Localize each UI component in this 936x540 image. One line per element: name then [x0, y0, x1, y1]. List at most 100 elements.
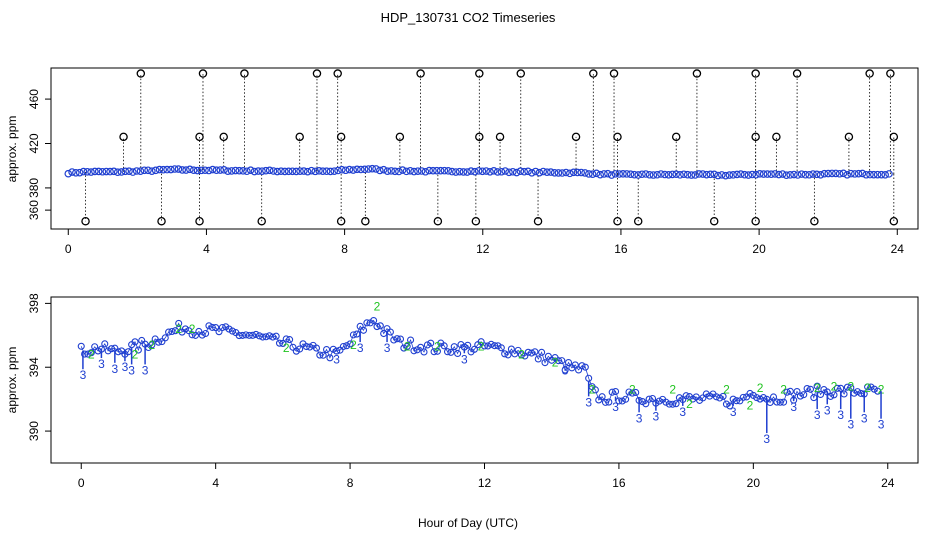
- bottom-point: [672, 400, 680, 408]
- flag-2-marker: 2: [723, 383, 730, 397]
- bottom-point: [645, 395, 653, 403]
- top-point: [600, 170, 608, 178]
- top-point: [695, 170, 703, 178]
- bottom-point: [296, 345, 304, 353]
- flag-3-marker: 3: [80, 368, 87, 382]
- top-point: [364, 165, 373, 173]
- bottom-point: [427, 339, 435, 347]
- bottom-point: [265, 332, 273, 340]
- bottom-point: [433, 347, 442, 355]
- bottom-point: [272, 332, 280, 340]
- top-point: [79, 167, 88, 176]
- bottom-point: [682, 392, 690, 400]
- top-point: [486, 167, 494, 176]
- top-point: [102, 167, 111, 176]
- top-point: [395, 167, 403, 176]
- top-point: [657, 170, 665, 178]
- top-x-axis: 0 4 8 12 16 20 24: [65, 229, 904, 256]
- top-point: [155, 165, 164, 174]
- flagged-point: [475, 69, 484, 78]
- bottom-point: [517, 351, 526, 359]
- top-flagged-points: [81, 69, 899, 226]
- top-point: [83, 167, 92, 176]
- bottom-y-tick-label: 398: [27, 293, 41, 313]
- top-panel: 0 4 8 12 16 20 24 360 380 420 460 approx. ppm: [5, 67, 919, 256]
- bottom-point: [410, 347, 418, 355]
- flagged-point: [671, 132, 681, 142]
- bottom-x-tick-label: 16: [612, 476, 626, 490]
- flag-2-marker: 2: [350, 338, 357, 352]
- top-point: [623, 170, 631, 178]
- top-point: [193, 166, 202, 175]
- top-point: [281, 167, 289, 176]
- top-y-tick-label: 460: [27, 89, 41, 109]
- flag-3-marker: 3: [562, 363, 569, 377]
- bottom-point: [504, 351, 512, 359]
- bottom-point: [255, 332, 263, 340]
- top-point: [877, 170, 886, 179]
- bottom-point: [346, 340, 354, 348]
- bottom-point: [440, 342, 448, 350]
- top-point: [455, 167, 464, 176]
- bottom-point: [84, 350, 92, 358]
- flagged-point: [361, 216, 370, 226]
- flagged-point: [886, 69, 895, 78]
- flag-3-marker: 3: [636, 411, 643, 425]
- flagged-point: [119, 132, 128, 142]
- top-point: [201, 166, 209, 175]
- top-point: [592, 169, 601, 178]
- flagged-point: [533, 216, 543, 226]
- top-point: [482, 167, 491, 175]
- top-point: [208, 165, 217, 174]
- flag-3-marker: 3: [128, 363, 135, 377]
- bottom-point: [843, 383, 851, 391]
- flagged-point: [257, 216, 266, 226]
- flagged-point: [136, 69, 146, 78]
- top-point: [718, 171, 726, 179]
- top-point: [638, 170, 646, 179]
- flagged-point: [295, 132, 304, 142]
- bottom-y-tick-label: 390: [27, 421, 41, 441]
- top-point: [463, 168, 472, 176]
- bottom-point: [148, 341, 156, 349]
- bottom-point: [756, 395, 764, 403]
- top-point: [330, 167, 339, 175]
- bottom-x-tick-label: 8: [347, 476, 354, 490]
- top-point: [858, 169, 867, 178]
- flagged-point: [889, 216, 899, 226]
- top-point: [767, 170, 775, 179]
- top-point: [345, 165, 354, 174]
- top-point: [706, 170, 715, 179]
- flagged-point: [589, 69, 598, 78]
- top-point: [87, 168, 95, 176]
- flag-2-marker: 2: [686, 397, 693, 411]
- flagged-point: [198, 69, 208, 78]
- top-point: [812, 170, 821, 179]
- top-point: [680, 170, 688, 179]
- flag-2-marker: 2: [878, 383, 885, 397]
- bottom-point: [218, 323, 226, 332]
- top-point: [509, 167, 517, 176]
- top-y-tick-label: 360: [27, 200, 41, 220]
- flagged-point: [495, 132, 505, 142]
- flagged-point: [433, 216, 443, 226]
- top-point: [604, 169, 612, 178]
- bottom-point: [675, 394, 683, 402]
- bottom-point: [349, 331, 357, 339]
- bottom-point: [171, 327, 179, 335]
- flagged-point: [810, 216, 819, 226]
- top-point: [235, 166, 244, 175]
- top-point: [733, 170, 741, 179]
- top-point: [683, 170, 692, 179]
- bottom-point: [591, 386, 599, 394]
- bottom-x-tick-label: 12: [478, 476, 492, 490]
- top-x-tick-label: 0: [65, 242, 72, 256]
- bottom-point: [571, 361, 579, 369]
- top-point: [805, 170, 813, 179]
- top-point: [850, 170, 859, 178]
- top-point: [634, 171, 643, 179]
- bottom-point: [531, 348, 539, 356]
- bottom-point: [168, 327, 176, 336]
- flagged-point: [195, 132, 204, 142]
- bottom-point: [329, 345, 337, 353]
